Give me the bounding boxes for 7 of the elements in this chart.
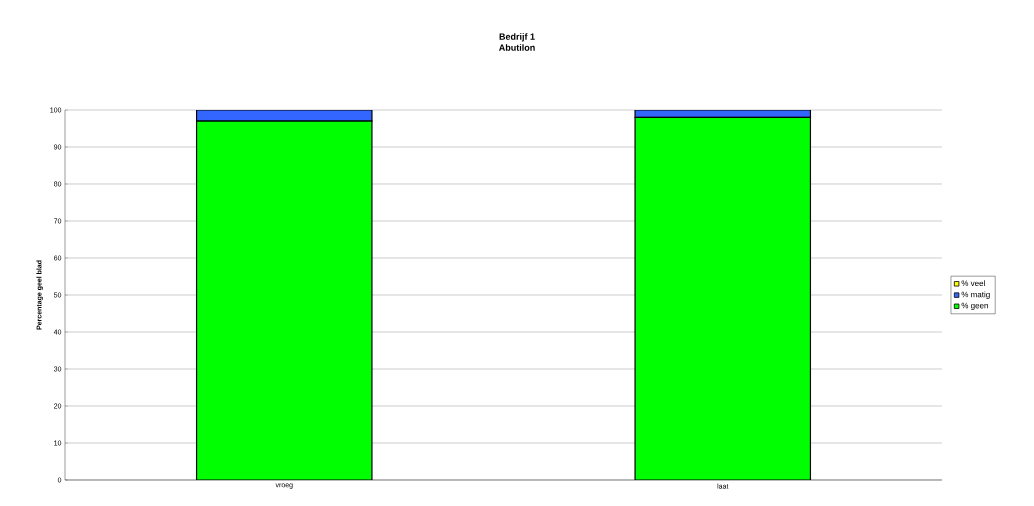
- chart-subtitle: Abutilon: [498, 44, 535, 51]
- bar: [195, 120, 373, 480]
- bar: [634, 116, 812, 480]
- legend-label: % matig: [961, 291, 990, 299]
- chart-title: Bedrijf 1: [499, 33, 535, 42]
- legend-label: % veel: [961, 280, 985, 287]
- legend-label: % geen: [961, 302, 988, 310]
